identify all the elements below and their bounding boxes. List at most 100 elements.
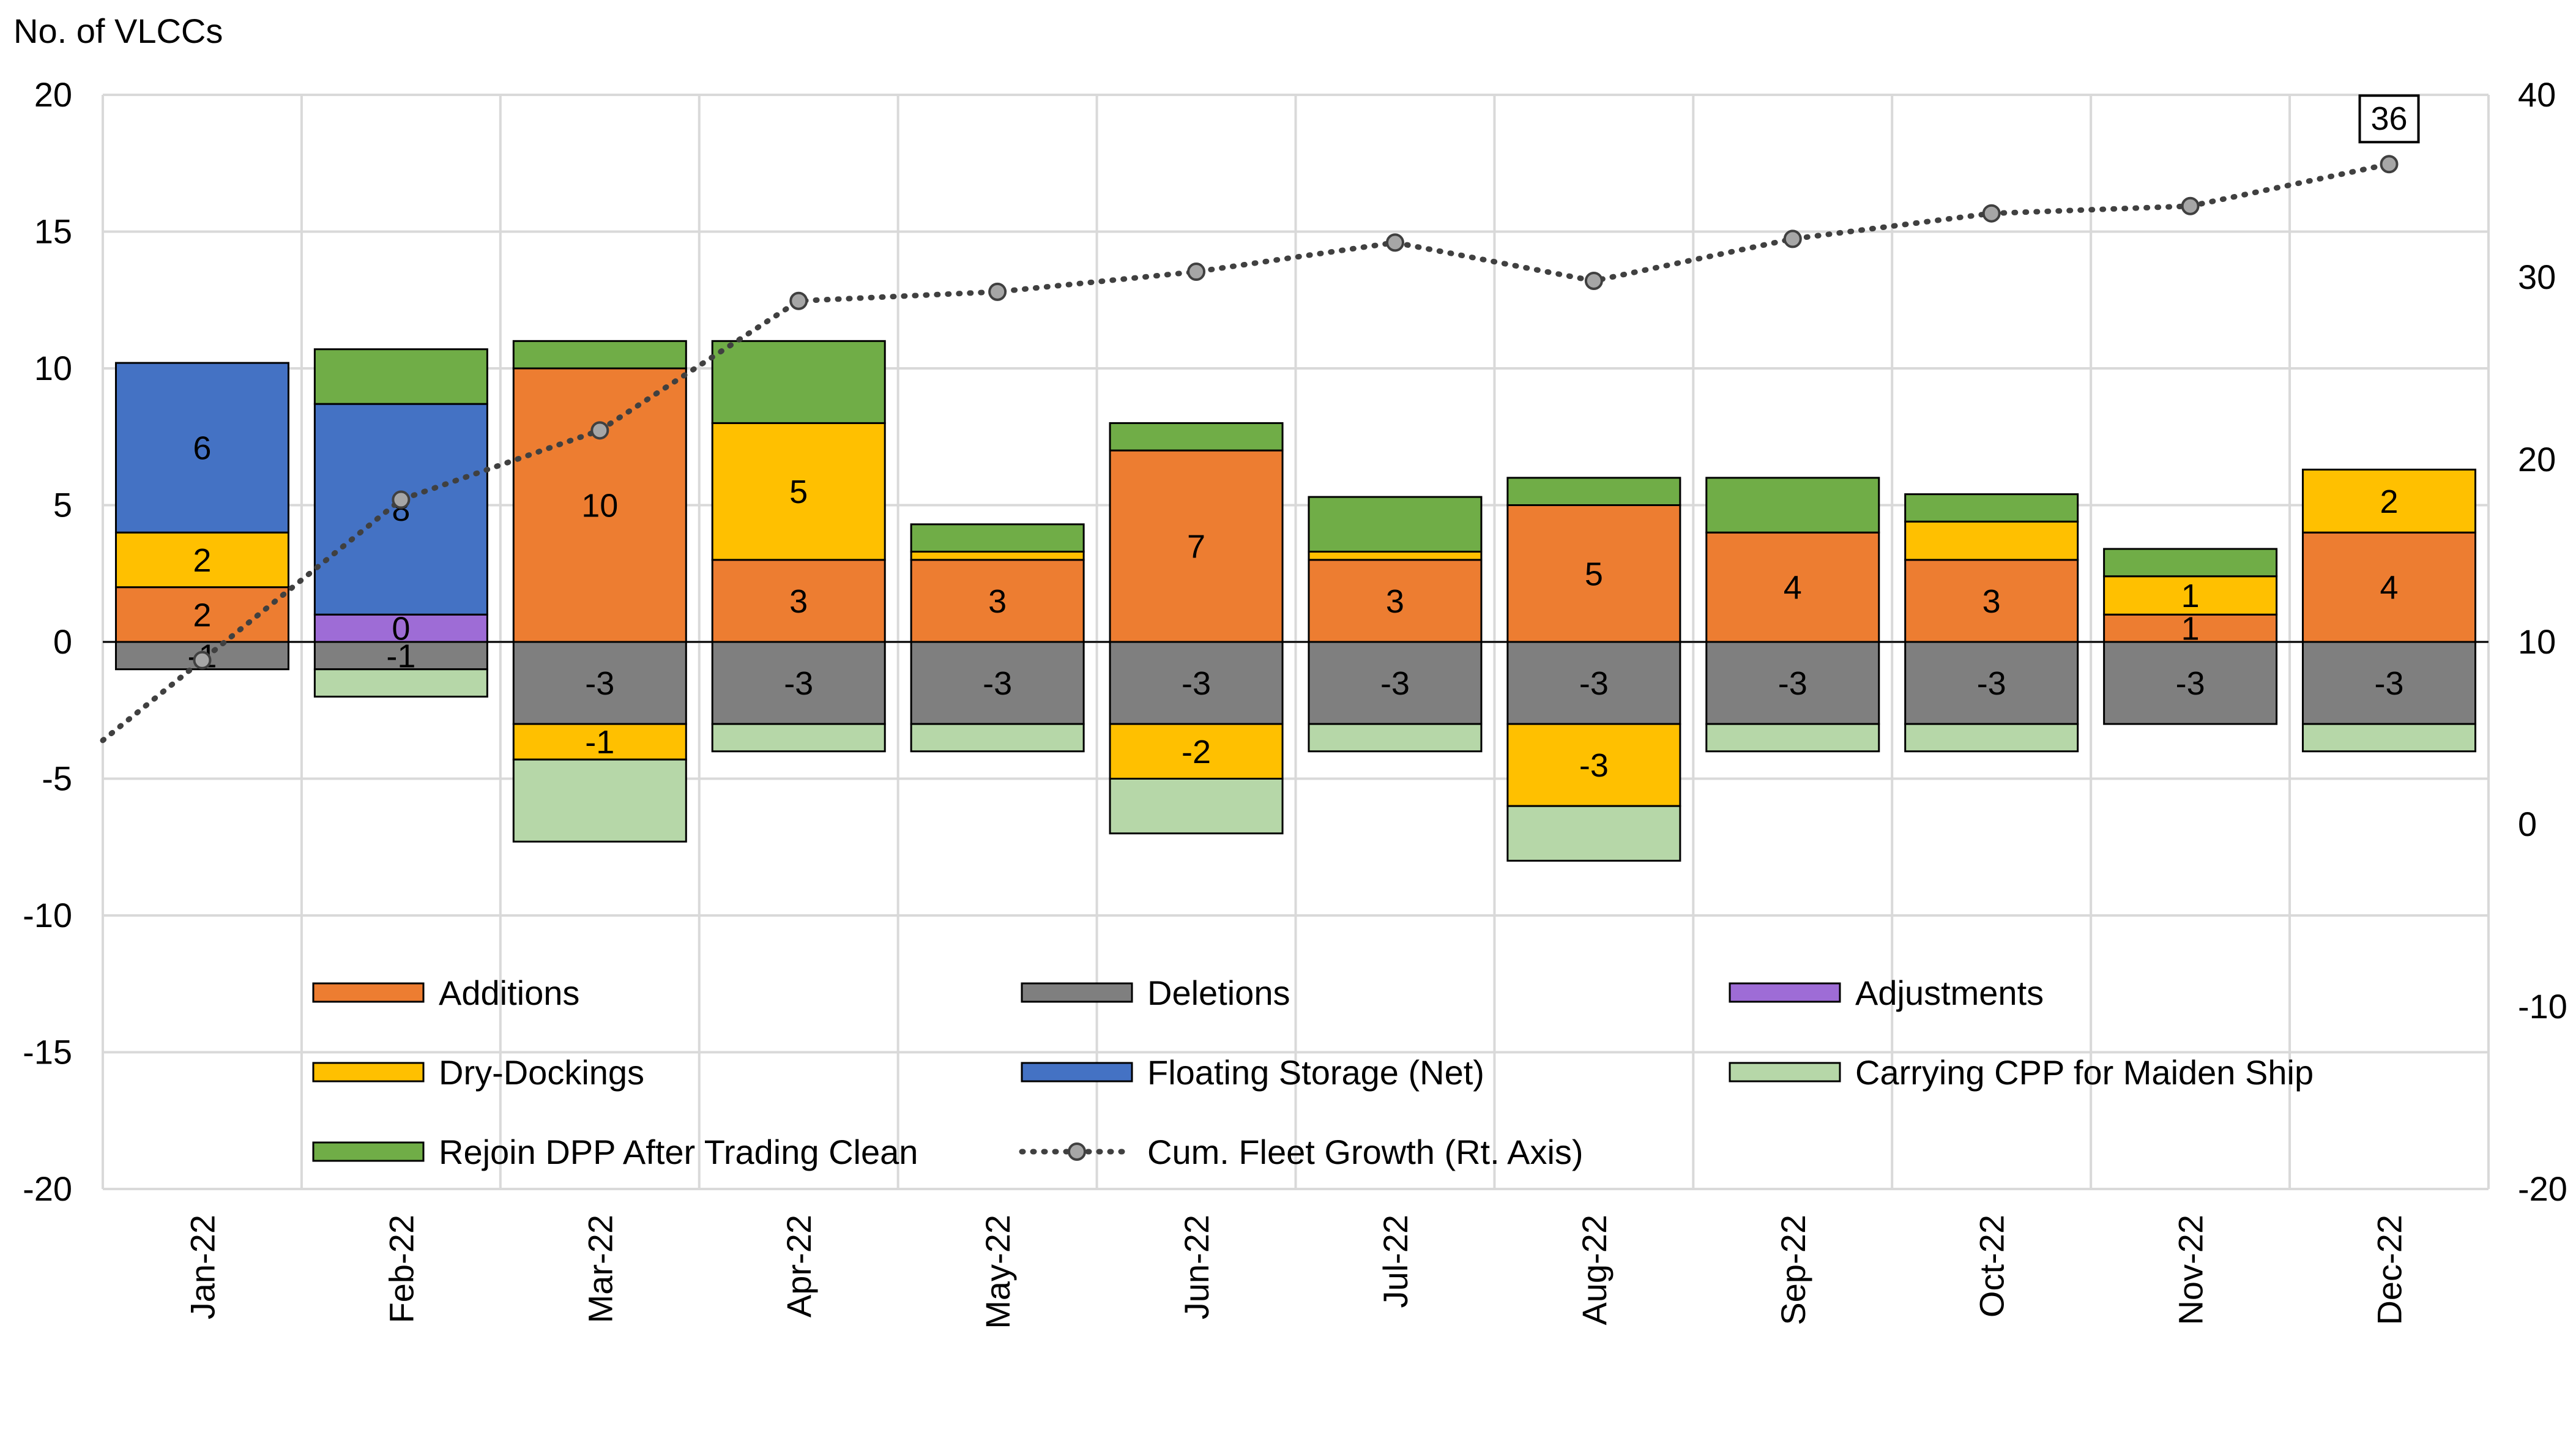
bar-data-label: -3 (1380, 665, 1410, 702)
left-y-axis: -20 -15 -10 -5 0 5 10 15 20 (23, 75, 72, 1208)
bar-stacks (114, 340, 2477, 862)
y2-tick-label: -20 (2518, 1169, 2567, 1208)
bar-data-label: -3 (1778, 665, 1807, 702)
bar-segment (1506, 805, 1681, 862)
bar-data-label: -3 (2176, 665, 2205, 702)
y-tick-label: -20 (23, 1169, 72, 1208)
bar-data-label: -3 (2375, 665, 2404, 702)
y-tick-label: -15 (23, 1033, 72, 1071)
legend-label: Carrying CPP for Maiden Ship (1855, 1053, 2314, 1092)
bar-data-label: -3 (784, 665, 813, 702)
y2-tick-label: 40 (2518, 75, 2556, 114)
bar-segment (910, 523, 1085, 553)
x-tick-label: Aug-22 (1575, 1215, 1614, 1325)
legend-swatch-marker (1068, 1142, 1086, 1161)
bar-data-label: 5 (789, 474, 808, 510)
bar-segment (1308, 723, 1483, 753)
bar-segment (711, 559, 886, 643)
bar-data-label: -3 (1579, 747, 1609, 784)
bar-data-label: 3 (1386, 583, 1404, 620)
bar-data-label: 5 (1585, 556, 1603, 592)
bar-data-label: -3 (1182, 665, 1211, 702)
bar-data-label: 4 (2380, 570, 2399, 606)
bar-data-label: 3 (789, 583, 808, 620)
bar-data-label: -1 (585, 724, 614, 761)
bar-segment (1705, 477, 1880, 534)
right-y-axis: -20 -10 0 10 20 30 40 (2518, 75, 2567, 1208)
x-tick-label: Mar-22 (581, 1215, 619, 1323)
bar-segment (313, 613, 488, 643)
y2-tick-label: -10 (2518, 987, 2567, 1026)
bar-segment (2302, 723, 2477, 753)
bar-segment (114, 531, 289, 589)
cum-fleet-marker (2380, 155, 2399, 174)
bar-data-label: 3 (1982, 583, 2001, 620)
cum-fleet-marker (1187, 263, 1206, 281)
legend-swatch (312, 1141, 425, 1162)
bar-segment (313, 668, 488, 698)
x-tick-label: Sep-22 (1774, 1215, 1812, 1325)
x-tick-label: Oct-22 (1973, 1215, 2011, 1317)
legend-label: Floating Storage (Net) (1147, 1053, 1484, 1092)
cum-fleet-marker (1584, 271, 1603, 290)
y-tick-label: 0 (53, 622, 72, 661)
x-tick-label: Nov-22 (2172, 1215, 2210, 1325)
bar-segment (313, 403, 488, 616)
bar-segment (512, 367, 687, 643)
y-tick-label: 20 (34, 75, 72, 114)
bar-segment (910, 723, 1085, 753)
y-tick-label: 5 (53, 486, 72, 524)
bar-segment (2103, 641, 2278, 725)
cum-fleet-marker (988, 282, 1007, 301)
cum-fleet-marker (590, 421, 609, 440)
bar-segment (711, 422, 886, 561)
cum-fleet-marker (193, 650, 212, 669)
y-tick-label: -10 (23, 896, 72, 934)
y2-tick-label: 20 (2518, 440, 2556, 479)
legend-swatch (1021, 1062, 1133, 1083)
bar-segment (1506, 641, 1681, 725)
y-tick-label: 15 (34, 212, 72, 251)
legend-swatch (1729, 982, 1841, 1003)
bar-segment (711, 723, 886, 753)
y2-tick-label: 30 (2518, 258, 2556, 296)
y2-tick-label: 10 (2518, 622, 2556, 661)
bar-data-label: -3 (1579, 665, 1609, 702)
bar-data-label: 2 (193, 542, 211, 579)
bar-segment (512, 641, 687, 725)
bar-segment (1109, 422, 1284, 452)
bar-segment (711, 340, 886, 424)
y-tick-label: -5 (42, 759, 72, 798)
cum-fleet-marker (789, 291, 808, 310)
bar-data-label: -1 (386, 638, 415, 674)
x-tick-label: May-22 (978, 1215, 1017, 1329)
legend-swatch (312, 982, 425, 1003)
x-axis: Jan-22 Feb-22 Mar-22 Apr-22 May-22 Jun-22 Jul-… (183, 1215, 2408, 1329)
legend-label: Deletions (1147, 974, 1290, 1012)
bar-data-label: 10 (581, 488, 618, 524)
legend-label: Rejoin DPP After Trading Clean (439, 1133, 918, 1171)
y2-tick-label: 0 (2518, 805, 2537, 843)
bar-segment (1308, 550, 1483, 561)
x-tick-label: Apr-22 (780, 1215, 818, 1317)
cum-fleet-marker (1982, 204, 2001, 223)
x-tick-label: Dec-22 (2370, 1215, 2409, 1325)
x-tick-label: Jul-22 (1376, 1215, 1415, 1308)
legend-swatch (1021, 982, 1133, 1003)
bar-segment (313, 348, 488, 405)
bar-segment (512, 758, 687, 843)
cum-fleet-growth-line: 36 (100, 94, 2420, 743)
bar-segment (910, 550, 1085, 561)
bar-segment (1904, 520, 2079, 561)
bar-data-label: -2 (1182, 734, 1211, 770)
x-tick-label: Jun-22 (1177, 1215, 1216, 1319)
bar-data-label: 6 (193, 430, 211, 467)
bar-data-label: -3 (585, 665, 614, 702)
bar-segment (1904, 723, 2079, 753)
bar-segment (1904, 493, 2079, 523)
bar-data-label: 2 (2380, 483, 2399, 520)
bar-segment (1308, 559, 1483, 643)
end-value-label: 36 (2371, 100, 2408, 137)
x-tick-label: Feb-22 (382, 1215, 420, 1323)
